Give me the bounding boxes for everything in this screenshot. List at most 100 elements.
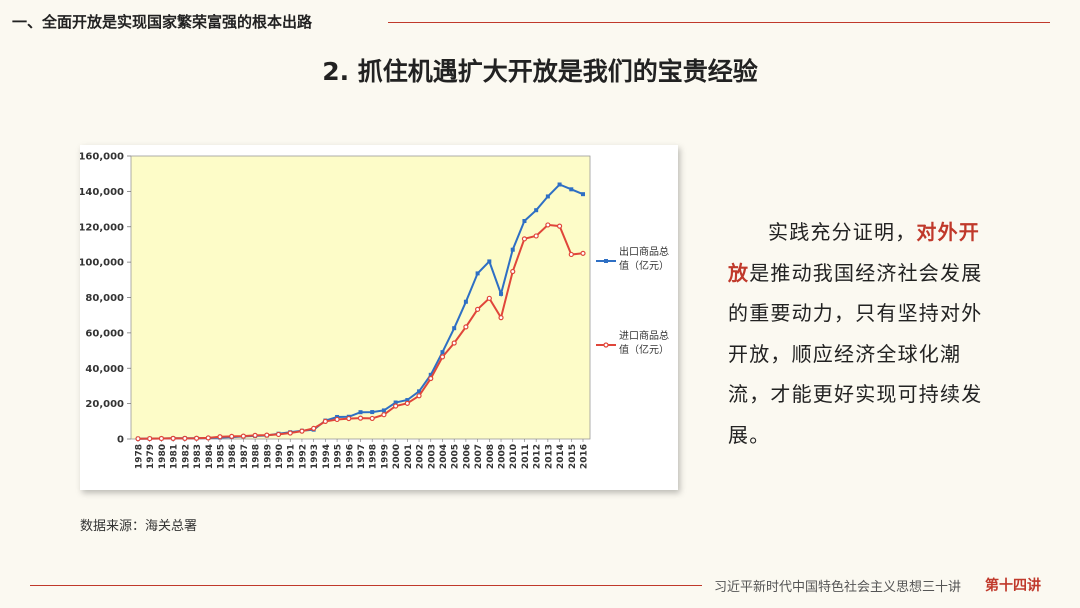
x-tick-label: 1981	[170, 444, 180, 469]
import-series-point	[240, 433, 246, 439]
x-tick-label: 2008	[486, 444, 496, 469]
import-series-legend-marker	[603, 342, 609, 348]
export-series-point	[428, 372, 433, 377]
import-series-point	[533, 233, 539, 239]
x-tick-label: 2000	[392, 444, 402, 469]
x-tick-label: 1982	[181, 444, 191, 469]
section-title: 一、全面开放是实现国家繁荣富强的根本出路	[12, 13, 313, 31]
import-series-point	[428, 375, 434, 382]
import-series-point	[580, 250, 586, 256]
export-series-point	[452, 326, 457, 331]
import-series-point	[475, 306, 481, 312]
export-series-point	[405, 398, 410, 403]
export-series-point	[557, 182, 562, 187]
data-source-note: 数据来源：海关总署	[80, 519, 198, 534]
import-series-point	[275, 431, 282, 438]
export-series-legend-marker	[604, 259, 608, 263]
import-series-point	[486, 295, 492, 301]
x-tick-label: 1996	[345, 444, 355, 469]
export-series-point	[381, 408, 386, 413]
y-tick-label: 140,000	[80, 187, 124, 198]
x-tick-label: 2012	[533, 444, 543, 469]
import-series-point	[521, 236, 528, 242]
x-tick-label: 2009	[498, 444, 508, 469]
top-divider	[388, 22, 1050, 23]
import-series-legend-label: 值（亿元）	[619, 343, 669, 356]
x-tick-label: 1999	[380, 444, 390, 469]
export-series-point	[545, 194, 550, 199]
body-text-rest: 是推动我国经济社会发展的重要动力，只有坚持对外开放，顺应经济全球化潮流，才能更好…	[728, 260, 983, 447]
x-tick-label: 1979	[146, 444, 156, 469]
import-series-point	[369, 415, 375, 422]
import-series-point	[510, 268, 516, 275]
import-series-point	[217, 434, 223, 440]
x-tick-label: 2016	[580, 444, 590, 469]
import-series-point	[556, 223, 563, 229]
y-tick-label: 60,000	[85, 328, 124, 339]
export-series-point	[569, 187, 574, 192]
export-series-point	[440, 350, 445, 355]
y-tick-label: 100,000	[80, 258, 124, 269]
x-tick-label: 1987	[240, 444, 250, 469]
x-tick-label: 1986	[228, 444, 238, 469]
import-series-point	[451, 340, 457, 346]
x-tick-label: 1991	[287, 444, 297, 469]
import-series-point	[568, 251, 574, 258]
import-series-point	[158, 435, 165, 442]
chart-panel: 0 20,000 40,000 60,000 80,000 100,000 120,000 1…	[80, 145, 678, 490]
export-series-point	[487, 259, 492, 264]
x-tick-label: 2011	[521, 444, 531, 469]
x-tick-label: 1995	[334, 444, 344, 469]
import-series-point	[229, 433, 235, 439]
y-tick-label: 160,000	[80, 152, 124, 163]
y-tick-label: 40,000	[85, 364, 124, 375]
x-tick-label: 2013	[544, 444, 554, 469]
x-tick-label: 1978	[135, 444, 145, 469]
y-tick-label: 120,000	[80, 222, 124, 233]
footer-lecture-number: 第十四讲	[985, 578, 1041, 594]
export-series-legend-label: 值（亿元）	[619, 259, 669, 272]
import-series-point	[393, 403, 399, 409]
page-title: 2. 抓住机遇扩大开放是我们的宝贵经验	[322, 57, 758, 86]
x-tick-label: 1997	[357, 444, 367, 469]
x-tick-label: 1993	[310, 444, 320, 469]
x-tick-label: 1994	[322, 444, 332, 469]
import-series-point	[346, 415, 352, 422]
import-series-legend-label: 进口商品总	[619, 329, 669, 342]
x-tick-label: 1980	[158, 444, 168, 469]
import-series-point	[404, 400, 410, 406]
export-series-point	[370, 410, 375, 415]
import-series-point	[311, 425, 317, 432]
export-series-point	[510, 247, 515, 252]
import-series-point	[357, 415, 364, 421]
export-series-point	[475, 271, 480, 276]
import-series-point	[463, 324, 469, 330]
x-tick-label: 2004	[439, 444, 449, 469]
export-series-point	[393, 400, 398, 405]
export-series-legend-label: 出口商品总	[619, 245, 669, 258]
export-series-point	[534, 208, 539, 213]
export-series-point	[499, 291, 504, 296]
x-tick-label: 2015	[568, 444, 578, 469]
x-tick-label: 1984	[205, 444, 215, 469]
x-tick-label: 2014	[556, 444, 566, 469]
import-series-point	[334, 416, 340, 423]
x-tick-label: 2007	[474, 444, 484, 469]
body-text-highlight: 对外开放	[728, 220, 981, 285]
x-tick-label: 2006	[462, 444, 472, 469]
x-tick-label: 2003	[427, 444, 437, 469]
import-series-point	[416, 393, 422, 399]
body-text-lead: 实践充分证明，	[768, 220, 917, 244]
plot-area	[130, 155, 591, 440]
footer-series-title: 习近平新时代中国特色社会主义思想三十讲	[714, 580, 962, 595]
bottom-divider	[30, 585, 702, 586]
import-series-point	[205, 435, 211, 441]
x-tick-label: 1992	[298, 444, 308, 469]
x-tick-label: 1989	[263, 444, 273, 469]
y-tick-label: 0	[117, 435, 124, 446]
export-series-point	[522, 219, 527, 224]
import-series-point	[498, 315, 504, 321]
x-tick-label: 1990	[275, 444, 285, 469]
trade-line-chart: 0 20,000 40,000 60,000 80,000 100,000 120,000 1…	[80, 152, 669, 470]
export-series-point	[417, 389, 422, 394]
